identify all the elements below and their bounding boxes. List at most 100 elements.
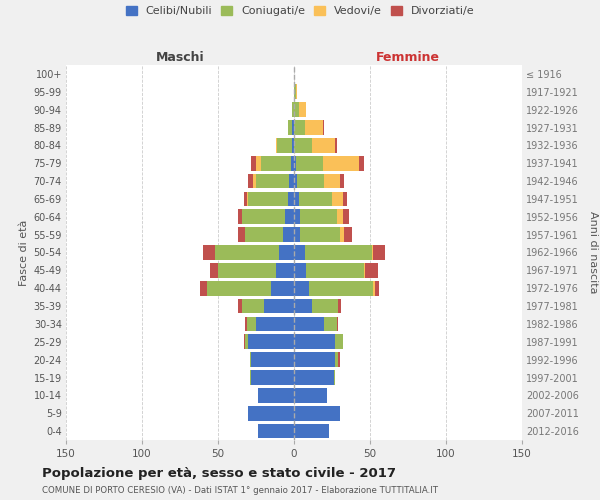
Bar (292, 102, 294, 117)
Bar (242, 210, 285, 224)
Bar (343, 210, 349, 224)
Bar (335, 334, 343, 349)
Bar (248, 174, 253, 188)
Bar (285, 210, 294, 224)
Bar (371, 245, 373, 260)
Bar (247, 192, 248, 206)
Bar (251, 352, 294, 367)
Bar (334, 370, 335, 385)
Bar (248, 334, 294, 349)
Bar (337, 316, 338, 331)
Bar (288, 120, 292, 135)
Bar (288, 192, 294, 206)
Bar (253, 174, 256, 188)
Bar (250, 352, 251, 367)
Bar (323, 156, 359, 170)
Bar (251, 156, 256, 170)
Bar (292, 120, 294, 135)
Bar (300, 210, 337, 224)
Bar (294, 210, 300, 224)
Bar (294, 84, 296, 99)
Bar (263, 298, 294, 314)
Bar (218, 263, 276, 278)
Bar (325, 174, 340, 188)
Bar (208, 281, 271, 295)
Text: Femmine: Femmine (376, 51, 440, 64)
Bar (306, 263, 364, 278)
Bar (312, 298, 338, 314)
Bar (250, 370, 251, 385)
Bar (294, 424, 329, 438)
Bar (294, 334, 335, 349)
Bar (325, 316, 337, 331)
Bar (248, 192, 288, 206)
Bar (312, 138, 335, 152)
Bar (373, 245, 385, 260)
Bar (238, 298, 242, 314)
Bar (244, 334, 245, 349)
Bar (294, 138, 312, 152)
Bar (300, 228, 340, 242)
Bar (294, 174, 297, 188)
Bar (305, 245, 371, 260)
Bar (297, 174, 325, 188)
Bar (343, 192, 347, 206)
Bar (276, 263, 294, 278)
Bar (294, 120, 305, 135)
Bar (294, 192, 299, 206)
Bar (365, 263, 377, 278)
Bar (373, 281, 374, 295)
Bar (296, 84, 297, 99)
Bar (296, 156, 323, 170)
Bar (248, 406, 294, 420)
Bar (245, 228, 283, 242)
Bar (294, 245, 305, 260)
Bar (323, 120, 325, 135)
Bar (294, 281, 309, 295)
Bar (242, 298, 263, 314)
Bar (294, 228, 300, 242)
Bar (340, 228, 344, 242)
Bar (338, 298, 341, 314)
Bar (332, 192, 343, 206)
Bar (277, 138, 292, 152)
Bar (289, 174, 294, 188)
Bar (245, 334, 248, 349)
Bar (247, 316, 256, 331)
Bar (215, 245, 279, 260)
Bar (294, 263, 306, 278)
Bar (294, 102, 299, 117)
Bar (294, 388, 328, 402)
Bar (211, 263, 218, 278)
Bar (340, 174, 344, 188)
Bar (276, 138, 277, 152)
Bar (335, 138, 337, 152)
Bar (294, 298, 312, 314)
Bar (294, 406, 340, 420)
Bar (309, 281, 373, 295)
Bar (245, 316, 247, 331)
Bar (257, 424, 294, 438)
Bar (279, 245, 294, 260)
Bar (256, 156, 260, 170)
Bar (257, 388, 294, 402)
Bar (335, 352, 338, 367)
Bar (294, 370, 334, 385)
Bar (291, 156, 294, 170)
Bar (374, 281, 379, 295)
Y-axis label: Fasce di età: Fasce di età (19, 220, 29, 286)
Bar (294, 156, 296, 170)
Text: Popolazione per età, sesso e stato civile - 2017: Popolazione per età, sesso e stato civil… (42, 468, 396, 480)
Bar (299, 192, 332, 206)
Bar (338, 352, 340, 367)
Legend: Celibi/Nubili, Coniugati/e, Vedovi/e, Divorziati/e: Celibi/Nubili, Coniugati/e, Vedovi/e, Di… (125, 6, 475, 16)
Bar (294, 352, 335, 367)
Bar (283, 228, 294, 242)
Bar (251, 370, 294, 385)
Bar (238, 228, 245, 242)
Bar (359, 156, 364, 170)
Bar (337, 210, 343, 224)
Y-axis label: Anni di nascita: Anni di nascita (589, 211, 598, 294)
Bar (299, 102, 306, 117)
Bar (344, 228, 352, 242)
